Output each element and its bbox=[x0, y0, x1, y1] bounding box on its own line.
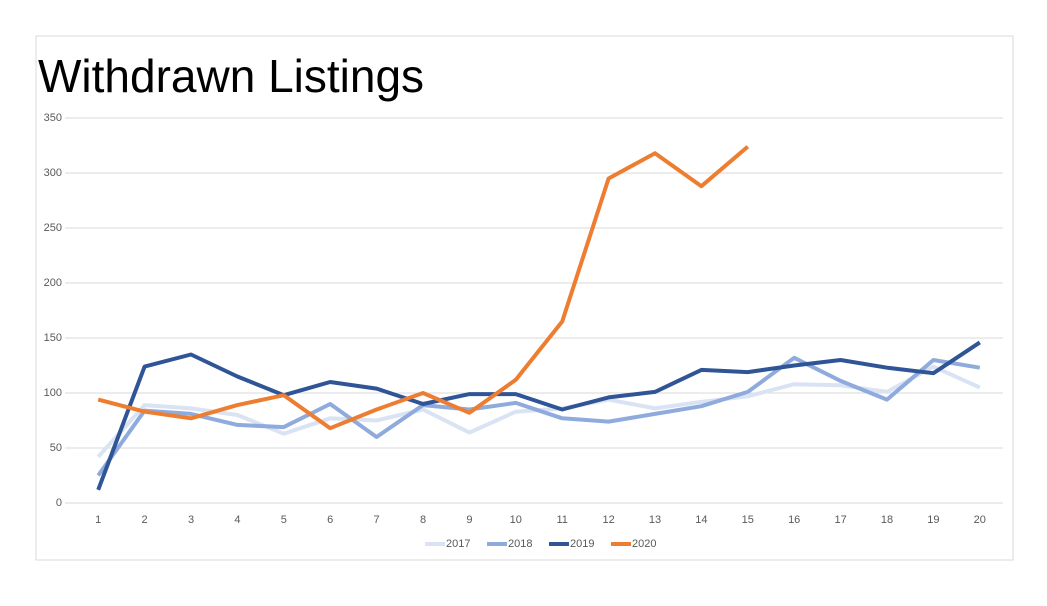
x-tick-label: 2 bbox=[142, 514, 148, 526]
x-tick-label: 3 bbox=[188, 514, 194, 526]
x-tick-label: 14 bbox=[695, 514, 707, 526]
chart-frame bbox=[35, 35, 1014, 561]
y-tick-label: 300 bbox=[44, 167, 62, 179]
legend-label: 2017 bbox=[446, 538, 470, 550]
y-tick-label: 200 bbox=[44, 277, 62, 289]
x-tick-label: 11 bbox=[556, 514, 567, 526]
line-series bbox=[96, 355, 981, 477]
y-tick-label: 50 bbox=[50, 442, 62, 454]
x-tick-label: 13 bbox=[649, 514, 661, 526]
y-tick-label: 0 bbox=[56, 497, 62, 509]
x-tick-label: 19 bbox=[927, 514, 939, 526]
x-tick-label: 9 bbox=[466, 514, 472, 526]
x-tick-label: 20 bbox=[974, 514, 986, 526]
x-tick-label: 16 bbox=[788, 514, 800, 526]
x-tick-label: 6 bbox=[327, 514, 333, 526]
x-tick-label: 10 bbox=[510, 514, 522, 526]
y-tick-label: 100 bbox=[44, 387, 62, 399]
legend-label: 2018 bbox=[508, 538, 532, 550]
x-tick-label: 12 bbox=[602, 514, 614, 526]
y-tick-label: 250 bbox=[44, 222, 62, 234]
y-tick-label: 350 bbox=[44, 112, 62, 124]
chart-title: Withdrawn Listings bbox=[38, 50, 424, 102]
x-tick-label: 18 bbox=[881, 514, 893, 526]
x-tick-label: 17 bbox=[834, 514, 846, 526]
x-tick-label: 5 bbox=[281, 514, 287, 526]
x-tick-label: 1 bbox=[95, 514, 101, 526]
line-series bbox=[97, 145, 750, 431]
x-tick-label: 15 bbox=[742, 514, 754, 526]
x-tick-label: 8 bbox=[420, 514, 426, 526]
line-series bbox=[96, 340, 981, 491]
legend-label: 2019 bbox=[570, 538, 594, 550]
x-tick-label: 4 bbox=[234, 514, 240, 526]
legend-label: 2020 bbox=[632, 538, 656, 550]
x-tick-label: 7 bbox=[374, 514, 380, 526]
y-tick-label: 150 bbox=[44, 332, 62, 344]
